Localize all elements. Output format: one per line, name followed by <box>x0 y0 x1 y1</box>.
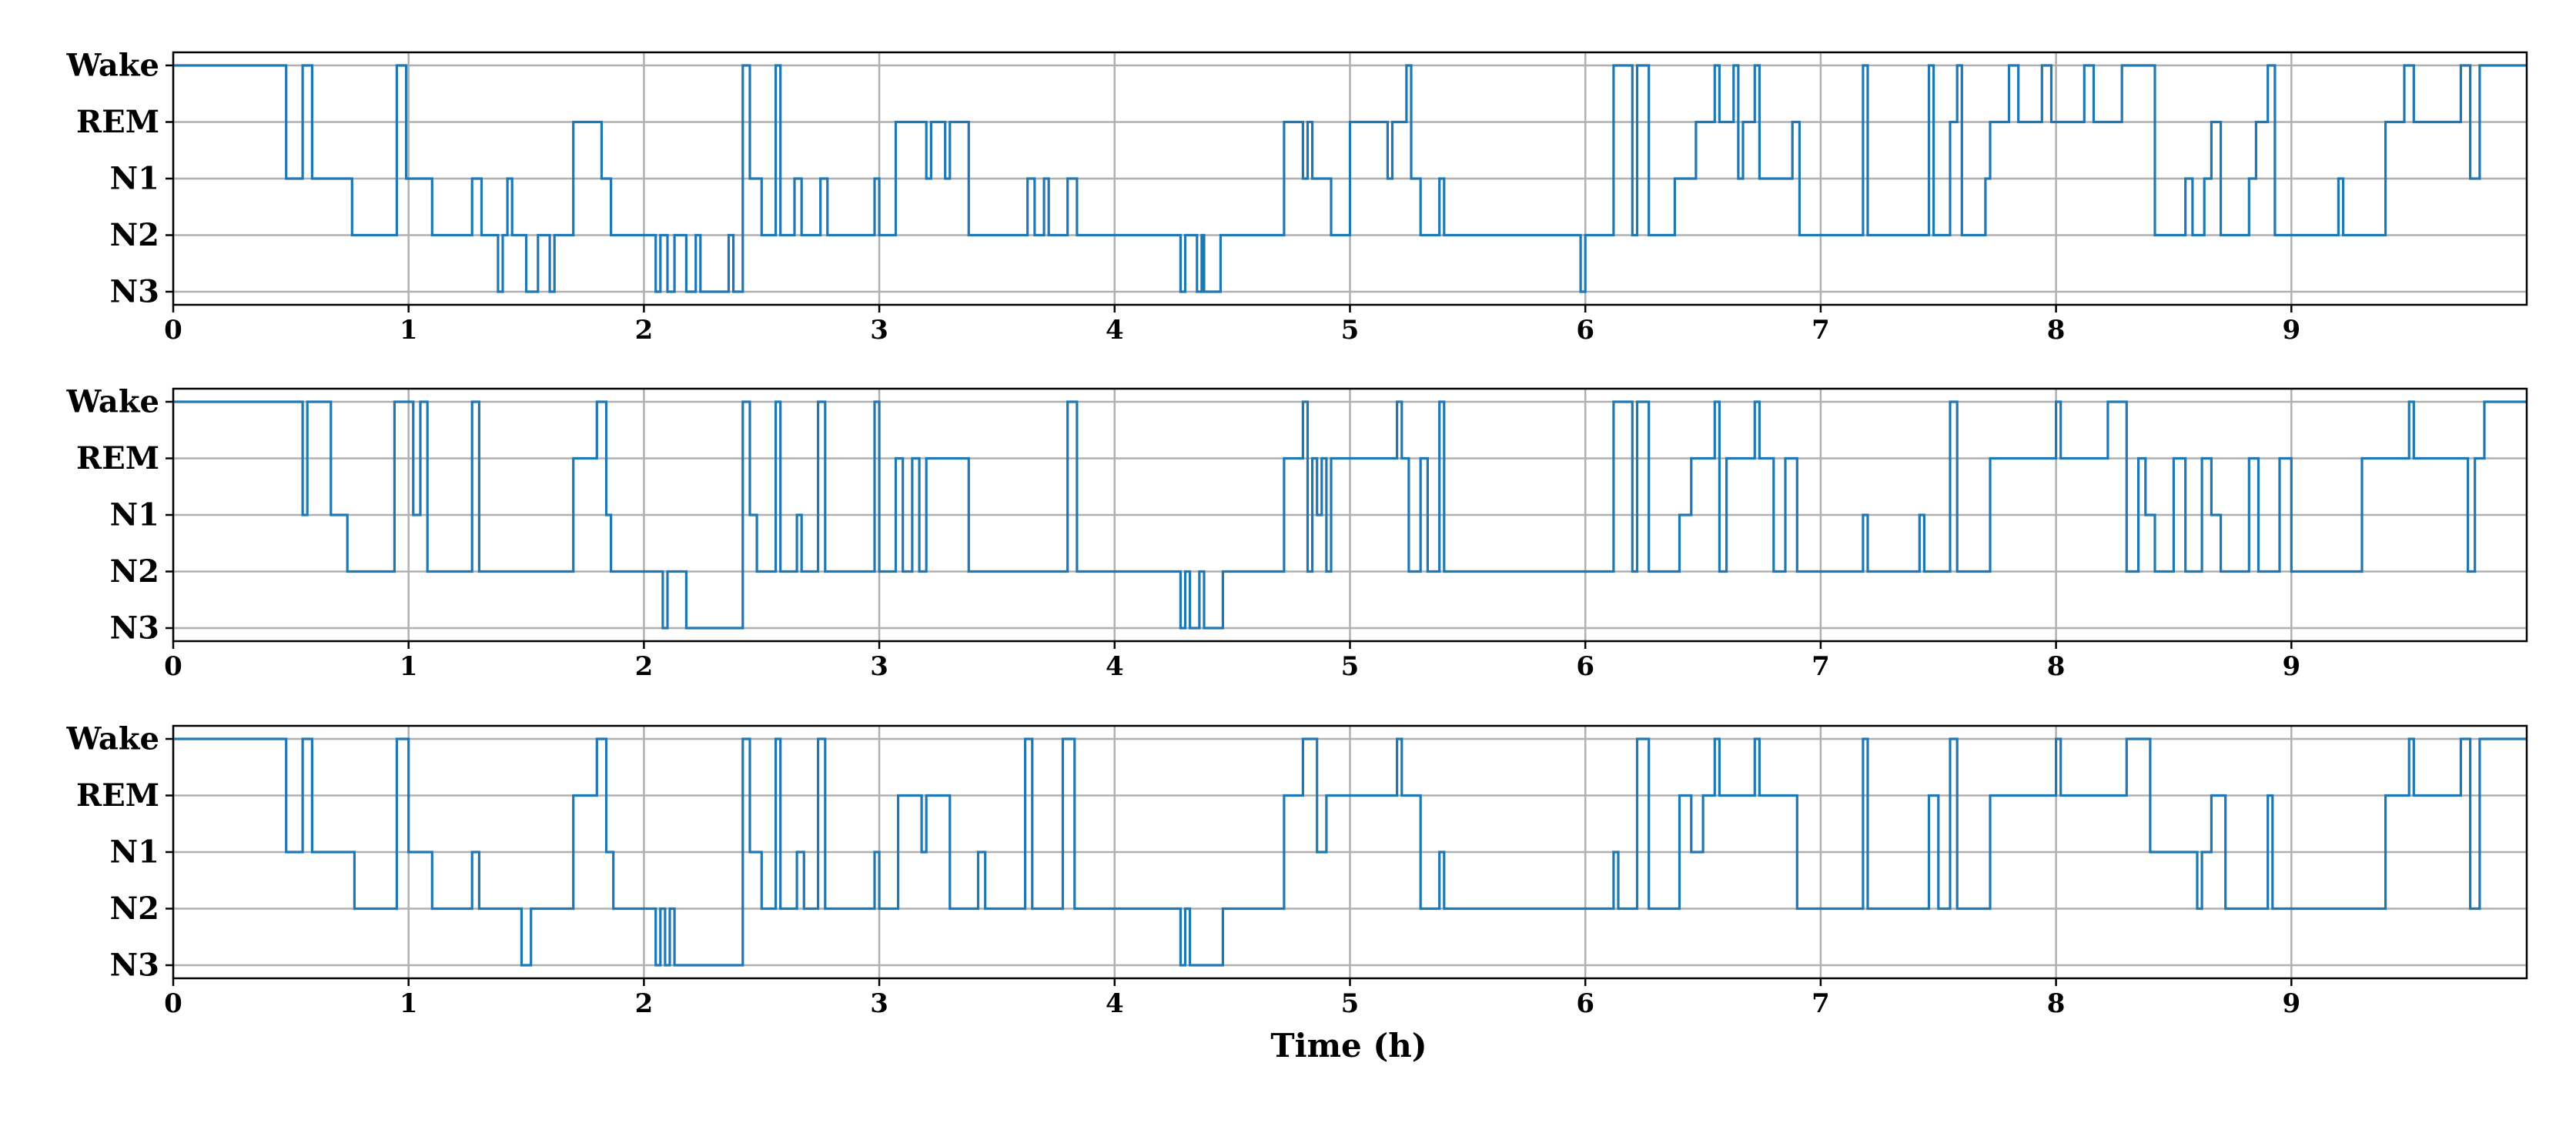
y-tick-label-n2: N2 <box>110 891 159 927</box>
x-tick-label: 0 <box>164 988 182 1019</box>
x-tick-label: 0 <box>164 315 182 346</box>
hypnogram-3-panel: Wake REM N1 N2 N30 1 2 3 4 5 6 7 8 9 <box>65 721 2528 1019</box>
x-tick-label: 4 <box>1106 651 1124 682</box>
x-tick-label: 9 <box>2282 651 2300 682</box>
y-tick-label-n2: N2 <box>110 217 159 253</box>
x-tick-label: 3 <box>870 315 888 346</box>
x-tick-label: 8 <box>2047 988 2066 1019</box>
x-tick-label: 8 <box>2047 651 2066 682</box>
x-tick-label: 2 <box>635 988 654 1019</box>
x-tick-label: 0 <box>164 651 182 682</box>
x-tick-label: 6 <box>1576 651 1594 682</box>
hypnogram-3-series-line <box>173 737 2527 967</box>
x-tick-label: 7 <box>1812 315 1830 346</box>
x-tick-label: 4 <box>1106 315 1124 346</box>
y-tick-label-n3: N3 <box>110 948 159 984</box>
y-tick-label-n1: N1 <box>110 161 159 197</box>
x-tick-label: 7 <box>1812 651 1830 682</box>
x-tick-label: 3 <box>870 988 888 1019</box>
hypnogram-1-series-line <box>173 64 2527 293</box>
x-tick-label: 1 <box>400 988 418 1019</box>
x-tick-label: 2 <box>635 315 654 346</box>
x-tick-label: 6 <box>1576 988 1594 1019</box>
x-tick-label: 2 <box>635 651 654 682</box>
y-tick-label-wake: Wake <box>65 721 159 757</box>
x-tick-label: 3 <box>870 651 888 682</box>
y-tick-label-rem: REM <box>76 104 159 140</box>
y-tick-label-n3: N3 <box>110 610 159 647</box>
y-tick-label-rem: REM <box>76 440 159 476</box>
y-tick-label-rem: REM <box>76 777 159 814</box>
x-tick-label: 4 <box>1106 988 1124 1019</box>
x-tick-label: 9 <box>2282 988 2300 1019</box>
y-tick-label-wake: Wake <box>65 384 159 420</box>
x-tick-label: 1 <box>400 651 418 682</box>
hypnogram-2-series-line <box>173 400 2527 630</box>
x-tick-label: 1 <box>400 315 418 346</box>
x-tick-label: 5 <box>1341 651 1360 682</box>
y-tick-label-n1: N1 <box>110 497 159 533</box>
x-tick-label: 6 <box>1576 315 1594 346</box>
y-tick-label-n1: N1 <box>110 834 159 871</box>
y-tick-label-n3: N3 <box>110 274 159 310</box>
x-tick-label: 7 <box>1812 988 1830 1019</box>
x-tick-label: 8 <box>2047 315 2066 346</box>
y-tick-label-wake: Wake <box>65 48 159 84</box>
x-axis-label: Time (h) <box>1270 1027 1427 1065</box>
x-tick-label: 9 <box>2282 315 2300 346</box>
x-tick-label: 5 <box>1341 988 1360 1019</box>
hypnogram-1-panel: Wake REM N1 N2 N30 1 2 3 4 5 6 7 8 9 <box>65 48 2528 346</box>
y-tick-label-n2: N2 <box>110 553 159 590</box>
x-tick-label: 5 <box>1341 315 1360 346</box>
hypnogram-2-panel: Wake REM N1 N2 N30 1 2 3 4 5 6 7 8 9 <box>65 384 2528 682</box>
